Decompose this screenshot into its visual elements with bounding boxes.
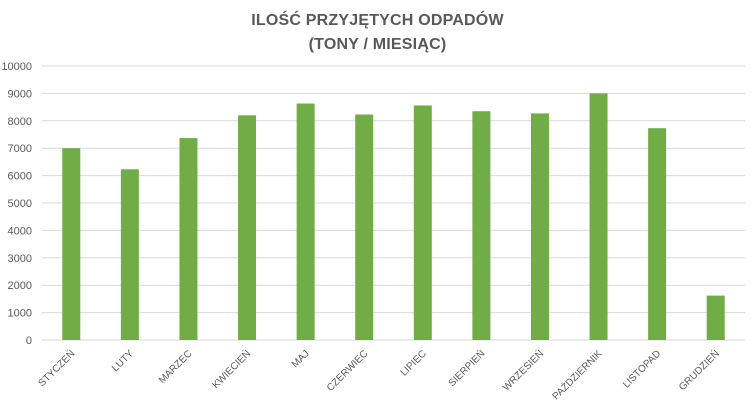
x-tick-label: MAJ: [290, 348, 312, 370]
bar: [413, 105, 432, 341]
y-tick-label: 4000: [8, 225, 32, 237]
bar: [706, 295, 725, 340]
bar: [589, 93, 608, 341]
x-tick-label: MARZEC: [157, 348, 195, 386]
bar: [62, 148, 81, 340]
bar: [120, 169, 139, 340]
x-tick-label: SIERPIEŃ: [445, 347, 487, 389]
bar: [355, 114, 374, 340]
y-tick-label: 10000: [1, 61, 32, 73]
bar: [530, 113, 549, 340]
x-tick-label: LISTOPAD: [621, 348, 663, 390]
x-tick-label: WRZESIEŃ: [500, 347, 547, 394]
y-tick-label: 1000: [8, 308, 32, 320]
y-tick-label: 8000: [8, 116, 32, 128]
bar: [296, 103, 315, 341]
chart-title: ILOŚĆ PRZYJĘTYCH ODPADÓW: [251, 12, 504, 29]
bar: [238, 115, 257, 340]
bar: [472, 111, 491, 341]
bar: [648, 128, 667, 340]
x-tick-label: PAŹDZIERNIK: [549, 347, 605, 403]
bar: [179, 138, 198, 340]
chart-subtitle: (TONY / MIESIĄC): [308, 36, 447, 53]
x-tick-label: STYCZEŃ: [35, 347, 77, 389]
y-tick-label: 5000: [8, 198, 32, 210]
y-tick-label: 0: [26, 335, 32, 347]
y-tick-label: 9000: [8, 88, 32, 100]
x-tick-label: KWIECIEŃ: [209, 347, 253, 391]
x-tick-label: LUTY: [110, 348, 136, 374]
x-tick-label: CZERWIEC: [325, 348, 370, 393]
y-tick-label: 2000: [8, 280, 32, 292]
x-tick-label: GRUDZIEŃ: [676, 347, 722, 393]
y-tick-label: 6000: [8, 171, 32, 183]
y-tick-label: 7000: [8, 143, 32, 155]
y-tick-label: 3000: [8, 253, 32, 265]
x-tick-label: LIPIEC: [399, 348, 429, 378]
